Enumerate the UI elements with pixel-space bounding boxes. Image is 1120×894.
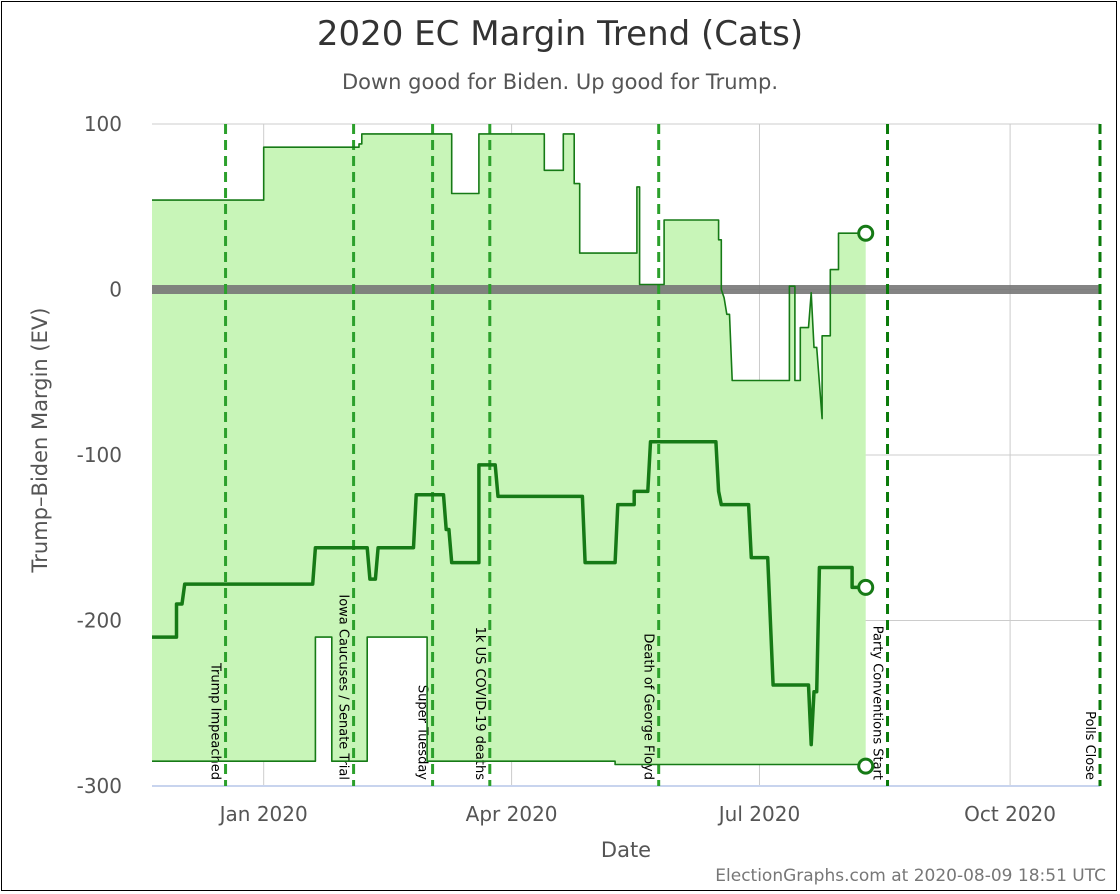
range-band <box>152 133 866 765</box>
axis-ticks: 100 0 -100 -200 -300 Jan 2020 Apr 2020 Jul 2020… <box>77 112 1056 826</box>
chart-subtitle: Down good for Biden. Up good for Trump. <box>341 70 779 94</box>
x-tick-label: Oct 2020 <box>964 802 1056 826</box>
series-lines <box>152 133 875 775</box>
y-tick-label: -300 <box>77 774 122 798</box>
event-label: Iowa Caucuses / Senate Trial <box>336 594 351 780</box>
event-label: Party Conventions Start <box>870 626 885 780</box>
y-tick-label: 0 <box>109 278 122 302</box>
range-band-area <box>152 133 866 765</box>
series-end-marker <box>857 224 875 242</box>
series-line <box>152 133 866 420</box>
y-tick-label: -100 <box>77 443 122 467</box>
x-tick-label: Jan 2020 <box>218 802 308 826</box>
x-axis-label: Date <box>600 838 652 862</box>
series-line <box>152 440 866 747</box>
series-end-marker <box>857 578 875 596</box>
event-label: Death of George Floyd <box>641 633 656 780</box>
y-tick-label: -200 <box>77 609 122 633</box>
chart-title: 2020 EC Margin Trend (Cats) <box>316 14 804 54</box>
event-label: Trump Impeached <box>208 662 223 780</box>
series-line <box>152 636 866 766</box>
event-label: Super Tuesday <box>415 685 430 780</box>
x-tick-label: Jul 2020 <box>717 802 800 826</box>
y-tick-label: 100 <box>84 112 122 136</box>
event-label: 1k US COVID-19 deaths <box>472 627 487 781</box>
series-end-marker <box>857 757 875 775</box>
event-label: Polls Close <box>1082 711 1097 780</box>
credit-text: ElectionGraphs.com at 2020-08-09 18:51 U… <box>715 866 1106 886</box>
event-markers: Trump Impeached Iowa Caucuses / Senate Tr… <box>208 124 1102 786</box>
x-tick-label: Apr 2020 <box>466 802 558 826</box>
